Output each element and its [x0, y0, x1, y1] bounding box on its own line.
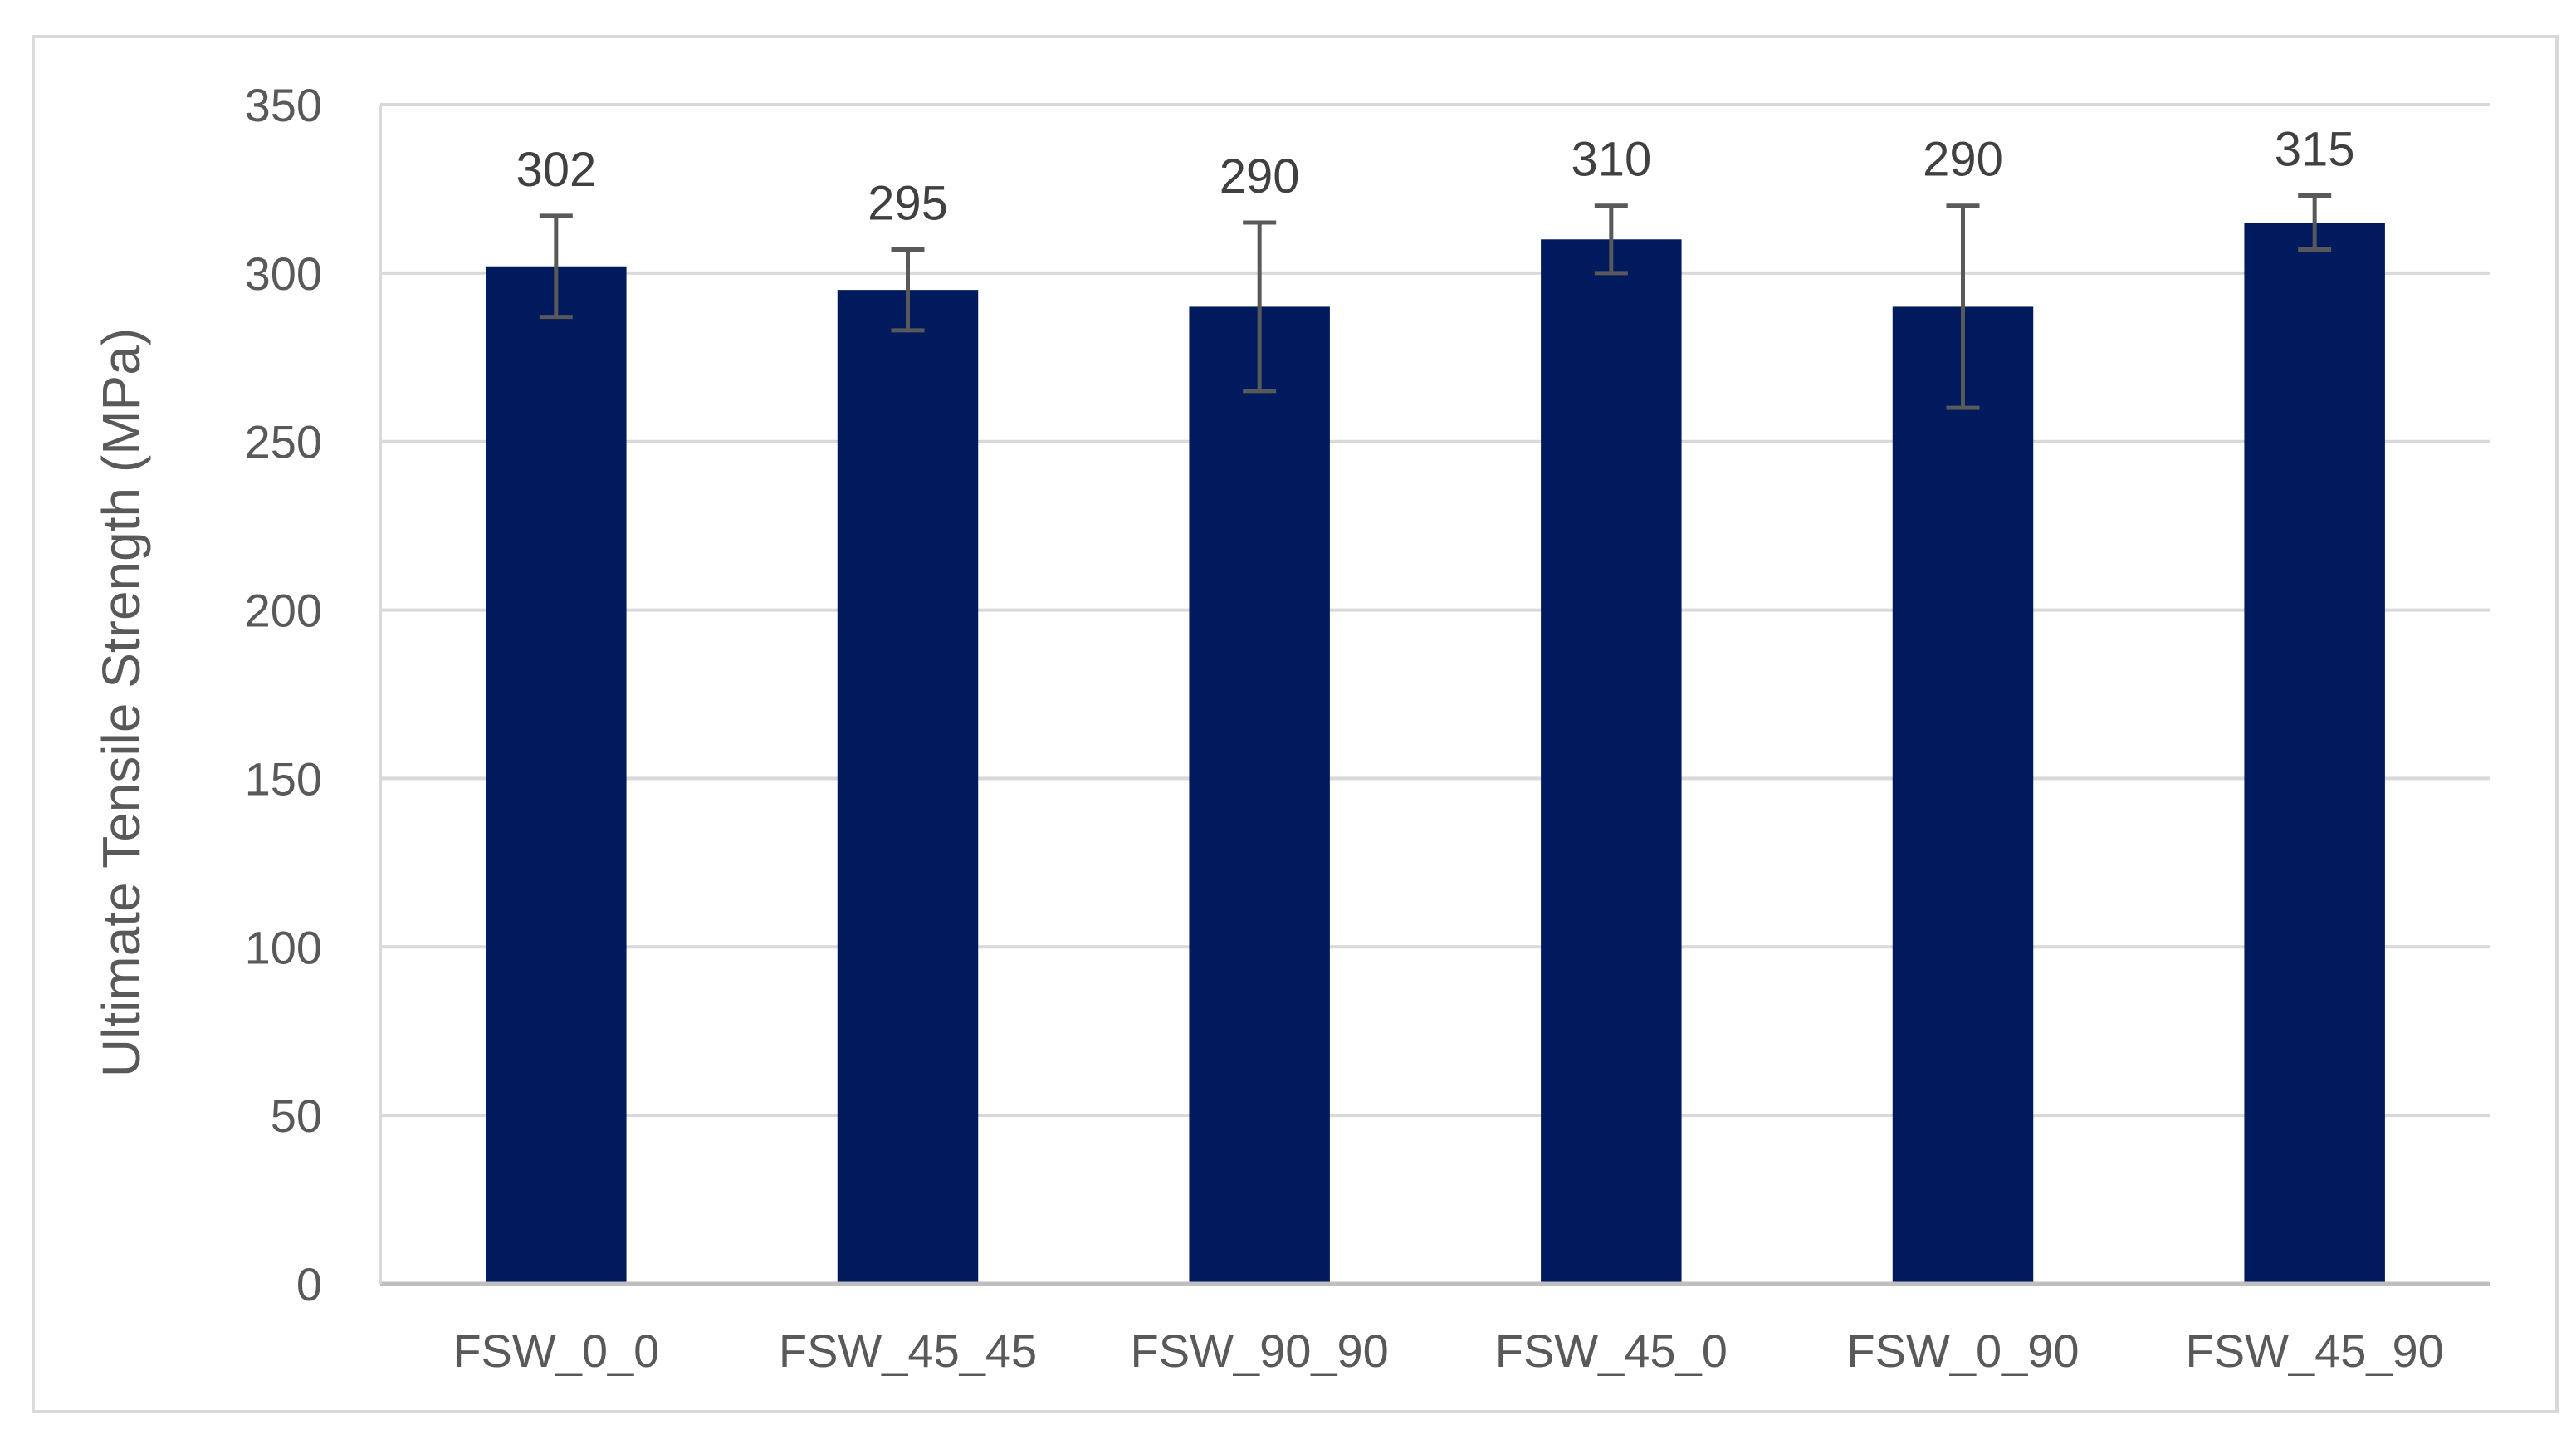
x-tick-labels: FSW_0_0 FSW_45_45 FSW_90_90 FSW_45_0 FSW_0_9…	[452, 1325, 2443, 1377]
x-tick-label: FSW_45_45	[779, 1325, 1037, 1377]
bars	[486, 223, 2385, 1285]
y-tick-label: 250	[245, 416, 322, 468]
y-tick-label: 0	[296, 1258, 322, 1310]
data-label: 302	[516, 143, 596, 197]
data-label: 315	[2275, 123, 2355, 177]
data-label: 290	[1923, 133, 2003, 187]
data-labels: 302 295 290 310 290 315	[516, 123, 2354, 231]
data-label: 310	[1571, 133, 1651, 187]
x-tick-label: FSW_0_0	[452, 1325, 659, 1377]
gridlines	[380, 103, 2490, 1118]
bar	[1541, 239, 1682, 1285]
data-label: 295	[868, 176, 948, 230]
y-axis-title: Ultimate Tensile Strength (MPa)	[91, 328, 151, 1077]
x-tick-label: FSW_90_90	[1131, 1325, 1389, 1377]
bar	[486, 266, 627, 1284]
bar	[837, 290, 979, 1285]
bar	[1189, 306, 1330, 1284]
data-label: 290	[1220, 149, 1300, 203]
y-tick-label: 350	[245, 79, 322, 131]
y-tick-label: 150	[245, 752, 322, 805]
bar	[1892, 306, 2034, 1284]
y-tick-labels: 0 50 100 150 200 250 300 350	[245, 79, 322, 1310]
x-tick-label: FSW_0_90	[1846, 1325, 2079, 1377]
y-tick-label: 100	[245, 921, 322, 973]
error-bars	[539, 193, 2332, 410]
x-tick-label: FSW_45_0	[1495, 1325, 1728, 1377]
y-tick-label: 300	[245, 247, 322, 300]
x-tick-label: FSW_45_90	[2186, 1325, 2444, 1377]
bar	[2244, 223, 2385, 1284]
y-tick-label: 50	[271, 1090, 322, 1142]
y-tick-label: 200	[245, 585, 322, 637]
